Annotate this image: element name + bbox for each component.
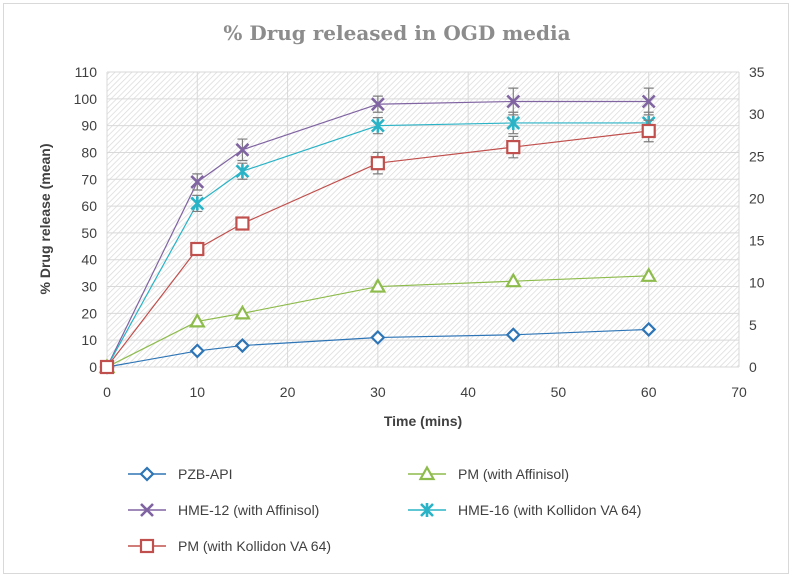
legend-label: HME-16 (with Kollidon VA 64) [458, 502, 641, 518]
data-point-marker [139, 538, 155, 554]
gridlines [106, 71, 740, 368]
data-point-marker [235, 164, 250, 179]
data-point-marker [506, 115, 521, 130]
data-point-marker [420, 503, 434, 517]
data-point-marker [235, 142, 250, 157]
data-point-marker [370, 97, 385, 112]
y2-tick-label: 0 [749, 359, 757, 375]
legend-label: PM (with Kollidon VA 64) [178, 538, 331, 554]
y-tick-label: 70 [81, 171, 97, 187]
legend-item: PM (with Affinisol) [408, 465, 569, 482]
legend-item: HME-12 (with Affinisol) [128, 502, 319, 518]
x-tick-label: 70 [731, 384, 747, 400]
y2-tick-label: 10 [749, 275, 765, 291]
data-point-marker [369, 277, 387, 293]
data-point-marker [139, 466, 155, 482]
legend-item: PM (with Kollidon VA 64) [128, 538, 331, 554]
data-point-marker [641, 321, 657, 338]
data-point-marker [189, 343, 205, 359]
legend-label: HME-12 (with Affinisol) [178, 502, 319, 518]
y-tick-label: 0 [89, 359, 97, 375]
series-line [106, 100, 649, 368]
series-line [106, 275, 649, 368]
y-tick-label: 20 [81, 305, 97, 321]
x-axis-ticks: 0 10 20 30 40 50 60 70 [103, 384, 747, 400]
y-tick-label: 80 [81, 144, 97, 160]
data-point-marker [641, 94, 656, 109]
data-point-marker [190, 196, 205, 211]
y2-tick-label: 35 [749, 64, 765, 80]
data-point-marker [370, 329, 386, 346]
data-point-marker [506, 94, 521, 109]
series-line [106, 130, 649, 368]
plot-area [107, 72, 739, 367]
data-point-marker [641, 123, 656, 139]
data-point-marker [234, 304, 251, 320]
legend-label: PM (with Affinisol) [458, 466, 569, 482]
x-tick-label: 10 [189, 384, 205, 400]
x-axis-title: Time (mins) [384, 413, 462, 429]
data-point-marker [506, 139, 521, 155]
x-tick-label: 50 [551, 384, 567, 400]
x-tick-label: 60 [641, 384, 657, 400]
data-point-marker [505, 327, 521, 343]
data-point-marker [370, 156, 385, 171]
y2-tick-label: 15 [749, 233, 765, 249]
legend: PZB-API PM (with Affinisol) HME-12 (with A… [128, 465, 641, 554]
legend-item: HME-16 (with Kollidon VA 64) [408, 502, 641, 518]
y-axis-title: % Drug release (mean) [37, 144, 53, 295]
y2-tick-label: 25 [749, 148, 765, 164]
data-point-marker [140, 503, 154, 517]
y-tick-label: 10 [81, 332, 97, 348]
secondary-y-axis-ticks: 0 5 10 15 20 25 30 35 [749, 64, 765, 375]
data-point-marker [640, 267, 658, 282]
data-point-marker [190, 175, 205, 189]
y-tick-label: 100 [74, 91, 98, 107]
x-tick-label: 20 [280, 384, 296, 400]
data-point-marker [418, 465, 436, 481]
x-tick-label: 40 [460, 384, 476, 400]
data-point-marker [504, 272, 522, 288]
chart-title: % Drug released in OGD media [223, 21, 570, 45]
y-tick-label: 110 [75, 64, 98, 80]
legend-label: PZB-API [178, 466, 232, 482]
series-line [106, 328, 649, 368]
y-tick-label: 90 [81, 118, 97, 134]
data-point-marker [190, 241, 205, 257]
y-axis-ticks: 0 10 20 30 40 50 60 70 80 90 100 110 [74, 64, 98, 375]
y2-tick-label: 20 [749, 190, 765, 206]
y2-tick-label: 5 [749, 317, 757, 333]
data-point-marker [188, 312, 206, 328]
data-point-marker [235, 216, 250, 231]
y-tick-label: 50 [81, 225, 97, 241]
data-point-marker [99, 359, 115, 375]
y2-tick-label: 30 [749, 106, 765, 122]
series-5 [99, 119, 656, 375]
series-line [106, 122, 649, 368]
x-tick-label: 0 [103, 384, 111, 400]
y-tick-label: 40 [81, 252, 97, 268]
y-tick-label: 30 [81, 279, 97, 295]
data-point-marker [370, 118, 385, 133]
data-point-marker [234, 337, 250, 354]
x-tick-label: 30 [370, 384, 386, 400]
y-tick-label: 60 [81, 198, 97, 214]
series-group [98, 87, 658, 375]
legend-item: PZB-API [128, 466, 232, 482]
